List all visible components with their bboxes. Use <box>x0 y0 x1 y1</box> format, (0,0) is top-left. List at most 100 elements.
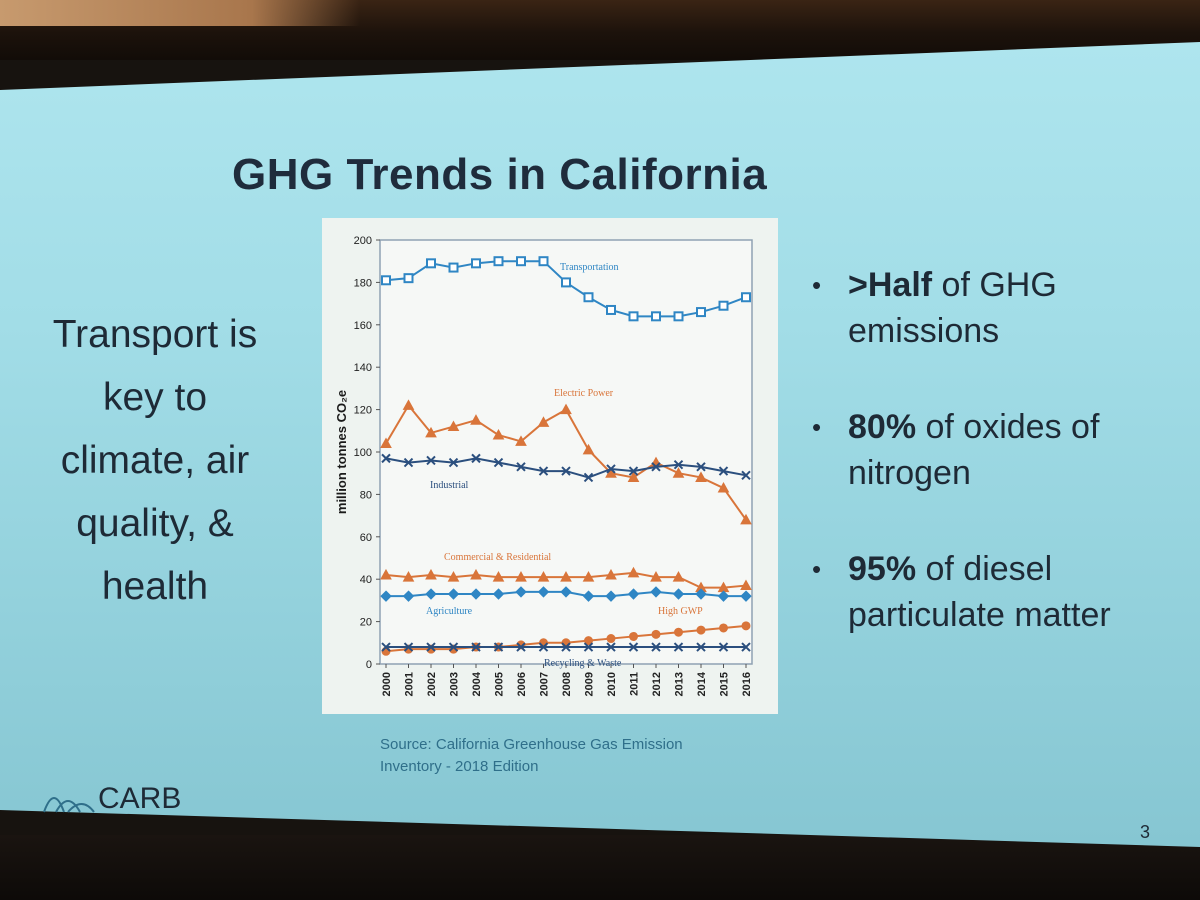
transportation-point <box>538 256 549 267</box>
source-line: Source: California Greenhouse Gas Emissi… <box>380 736 683 753</box>
commercial-residential-point <box>560 571 572 582</box>
commercial-residential-point <box>402 571 415 582</box>
industrial-point <box>606 464 616 474</box>
agriculture-point <box>470 588 482 600</box>
y-tick-label: 180 <box>354 277 372 289</box>
agriculture-point <box>582 590 595 602</box>
left-statement-line: climate, air <box>60 439 250 482</box>
electric-power-point <box>470 414 482 425</box>
source-line: Inventory - 2018 Edition <box>380 758 539 775</box>
electric-power-label: Electric Power <box>554 388 614 399</box>
commercial-residential-point <box>627 566 640 578</box>
transportation-point <box>583 292 594 303</box>
electric-power-point <box>492 429 505 440</box>
recycling-waste-point <box>606 642 616 652</box>
commercial-residential-point <box>470 568 482 580</box>
recycling-waste-point <box>448 642 459 652</box>
x-tick-label: 2007 <box>539 672 551 696</box>
x-tick-label: 2006 <box>516 672 528 696</box>
bullet-item: • >Half of GHG emissions <box>812 262 1182 354</box>
electric-power-point <box>560 403 572 415</box>
recycling-waste-point <box>628 642 639 652</box>
electric-power-point <box>447 420 460 432</box>
recycling-waste-point <box>651 642 661 652</box>
brand-name: CARB <box>98 782 182 815</box>
commercial-residential-point <box>650 571 662 582</box>
agriculture-point <box>515 586 527 598</box>
electric-power-point <box>695 471 707 482</box>
electric-power-point <box>717 482 730 493</box>
electric-power-point <box>402 399 415 410</box>
left-statement-line: key to <box>102 376 208 419</box>
electric-power-point <box>740 513 752 525</box>
slide-title: GHG Trends in California <box>232 150 768 199</box>
high-gwp-point <box>584 636 593 646</box>
bullet-emphasis: >Half <box>848 266 933 304</box>
commercial-residential-point <box>740 579 752 591</box>
recycling-waste-point <box>426 642 436 652</box>
industrial-point <box>493 457 504 468</box>
high-gwp-point <box>606 634 616 644</box>
industrial-point <box>718 466 729 476</box>
x-tick-label: 2004 <box>471 671 483 696</box>
bullet-text: of diesel <box>916 550 1053 588</box>
chart-panel: 0 20 40 60 80 100 120 140 160 180 200 2000 2001 2002 2… <box>322 218 778 714</box>
x-tick-label: 2002 <box>426 672 438 696</box>
y-tick-label: 60 <box>360 532 372 544</box>
agriculture-point <box>492 588 505 600</box>
agriculture-point <box>425 588 437 600</box>
bullet-text: of oxides of <box>916 408 1100 446</box>
x-tick-label: 2014 <box>696 671 708 696</box>
left-statement-line: health <box>101 565 209 608</box>
recycling-waste-point <box>583 642 594 652</box>
industrial-point <box>696 462 706 472</box>
left-statement: Transport is key to climate, air quality… <box>20 303 290 618</box>
commercial-residential-point <box>605 568 617 580</box>
recycling-waste-point <box>673 642 684 652</box>
industrial-point <box>426 455 436 466</box>
transportation-point <box>628 311 639 322</box>
x-tick-label: 2011 <box>629 672 641 696</box>
agriculture-point <box>717 590 730 602</box>
agriculture-point <box>605 590 617 602</box>
x-tick-label: 2000 <box>381 672 393 696</box>
y-tick-label: 20 <box>360 617 372 629</box>
commercial-residential-point <box>515 571 527 582</box>
transportation-point <box>493 256 504 267</box>
agriculture-point <box>402 590 415 602</box>
bullet-text: of GHG <box>932 266 1057 304</box>
agriculture-point <box>447 588 460 600</box>
transportation-point <box>718 300 729 311</box>
bullet-emphasis: 95% <box>848 550 917 588</box>
left-statement-line: quality, & <box>76 502 234 545</box>
transportation-point <box>673 311 684 322</box>
transportation-point <box>561 277 571 288</box>
x-tick-label: 2010 <box>606 672 618 696</box>
bullet-dot: • <box>812 554 822 584</box>
transportation-point <box>696 307 706 318</box>
recycling-waste-point <box>696 642 706 652</box>
industrial-point <box>471 453 481 464</box>
x-tick-label: 2001 <box>404 672 416 696</box>
agriculture-point <box>695 588 707 600</box>
industrial-point <box>516 462 526 472</box>
recycling-waste-label: Recycling & Waste <box>544 658 622 669</box>
plot-area <box>379 239 753 665</box>
high-gwp-label: High GWP <box>658 606 703 617</box>
agriculture-point <box>672 588 685 600</box>
recycling-waste-point <box>561 642 571 652</box>
y-tick-label: 200 <box>354 235 372 247</box>
carb-brand: CARB <box>40 782 181 818</box>
commercial-residential-point <box>582 571 595 582</box>
x-tick-label: 2003 <box>449 672 461 696</box>
recycling-waste-point <box>381 642 391 652</box>
x-tick-label: 2005 <box>494 672 506 696</box>
industrial-point <box>561 466 571 476</box>
recycling-waste-point <box>516 642 526 652</box>
commercial-residential-point <box>447 571 460 582</box>
industrial-point <box>651 462 661 472</box>
y-tick-label: 100 <box>354 447 372 459</box>
room-background-top <box>0 0 1200 60</box>
recycling-waste-point <box>741 642 751 652</box>
source-citation: Source: California Greenhouse Gas Emissi… <box>380 734 683 778</box>
